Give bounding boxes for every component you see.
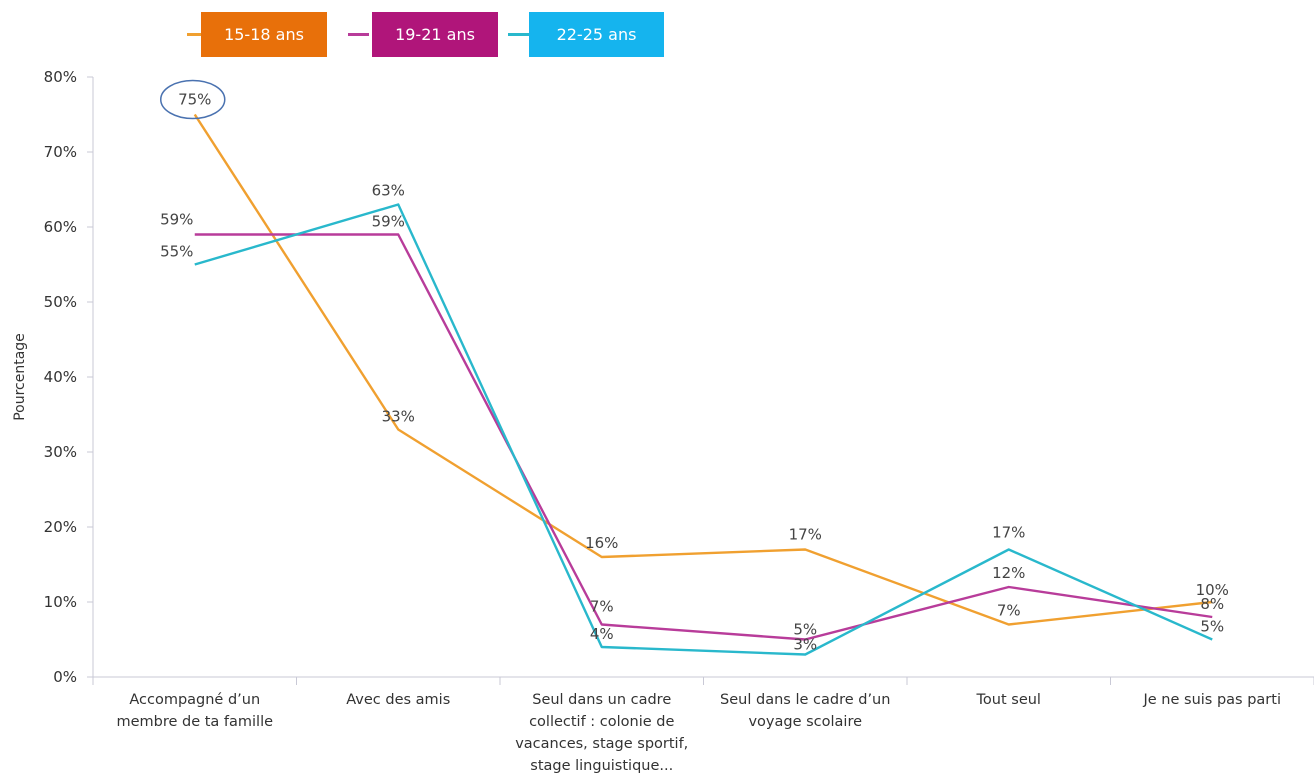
x-category-label-line: voyage scolaire: [748, 714, 862, 730]
series-line-22-25 ans: [194, 203, 1213, 656]
y-tick-label: 0%: [53, 668, 77, 686]
x-category-label-line: Avec des amis: [346, 692, 450, 708]
x-category-label: Je ne suis pas parti: [1143, 692, 1281, 708]
legend-swatch: [508, 33, 529, 36]
y-tick-label: 40%: [44, 368, 77, 386]
x-category-label: Accompagné d’un membre de ta famille: [116, 692, 273, 730]
data-label: 17%: [992, 524, 1025, 542]
x-category-label-line: Seul dans un cadre: [532, 692, 671, 708]
x-category-label-line: vacances, stage sportif,: [515, 736, 688, 752]
y-axis-title: Pourcentage: [12, 333, 28, 421]
x-category-label-line: stage linguistique...: [530, 758, 673, 774]
data-label: 3%: [793, 636, 817, 654]
data-label: 12%: [992, 564, 1025, 582]
x-category-label: Avec des amis: [346, 692, 450, 708]
data-label: 16%: [585, 534, 618, 552]
legend-item: 22-25 ans: [529, 12, 664, 57]
data-label: 33%: [382, 408, 415, 426]
x-category-label-line: membre de ta famille: [116, 714, 273, 730]
data-label: 7%: [590, 598, 614, 616]
x-category-label-line: collectif : colonie de: [529, 714, 674, 730]
data-label: 55%: [160, 243, 193, 261]
data-label: 10%: [1196, 581, 1229, 599]
legend-item: 19-21 ans: [372, 12, 498, 57]
y-tick-label: 70%: [44, 143, 77, 161]
y-tick-label: 30%: [44, 443, 77, 461]
y-tick-label: 80%: [44, 68, 77, 86]
y-tick-label: 60%: [44, 218, 77, 236]
x-category-label-line: Seul dans le cadre d’un: [720, 692, 890, 708]
series-line-19-21 ans: [194, 233, 1213, 641]
data-label: 7%: [997, 602, 1021, 620]
x-category-label-line: Tout seul: [976, 692, 1041, 708]
x-category-label: Seul dans un cadre collectif : colonie de…: [515, 692, 688, 774]
y-tick-label: 10%: [44, 593, 77, 611]
data-label: 5%: [793, 621, 817, 639]
data-label: 59%: [160, 211, 193, 229]
data-label: 17%: [789, 526, 822, 544]
data-label: 59%: [372, 213, 405, 231]
highlight-circle: [160, 79, 226, 120]
legend-item: 15-18 ans: [201, 12, 327, 57]
data-label: 63%: [372, 182, 405, 200]
series-line-15-18 ans: [193, 113, 1213, 626]
y-tick-label: 20%: [44, 518, 77, 536]
x-category-label: Seul dans le cadre d’un voyage scolaire: [720, 692, 890, 730]
legend-swatch: [348, 33, 369, 36]
x-category-label-line: Je ne suis pas parti: [1143, 692, 1281, 708]
x-category-label-line: Accompagné d’un: [129, 692, 260, 708]
data-label: 4%: [590, 625, 614, 643]
y-tick-label: 50%: [44, 293, 77, 311]
x-category-label: Tout seul: [976, 692, 1041, 708]
data-label: 5%: [1200, 618, 1224, 636]
data-label: 8%: [1200, 595, 1224, 613]
data-label: 75%: [178, 91, 211, 109]
legend-swatch: [187, 33, 208, 36]
